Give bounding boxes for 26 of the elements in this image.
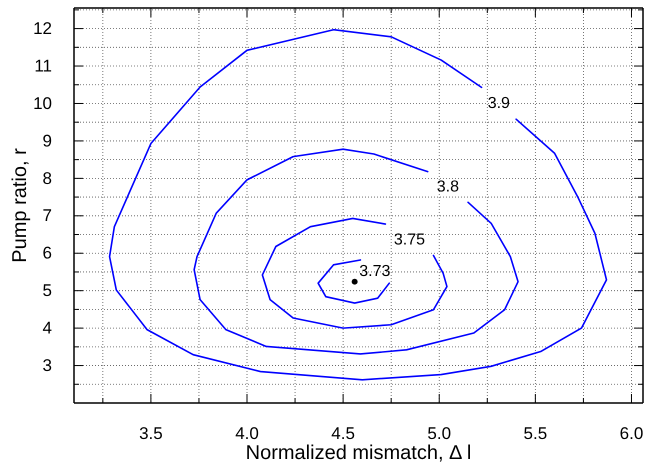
y-tick-label: 3: [42, 356, 52, 375]
series-label: 3.75: [394, 231, 426, 248]
y-tick-label: 10: [33, 94, 52, 113]
x-tick-label: 5.0: [427, 424, 452, 444]
series-label: 3.73: [359, 263, 391, 280]
series-label: 3.8: [436, 178, 460, 196]
y-tick-label: 11: [34, 56, 52, 76]
y-axis-title: Pump ratio, r: [9, 148, 31, 263]
y-tick-label: 8: [42, 168, 52, 188]
y-tick-label: 6: [42, 244, 52, 263]
x-tick-label: 5.5: [524, 424, 548, 444]
x-axis-title: Normalized mismatch, Δ l: [246, 442, 472, 464]
line-series: [262, 218, 448, 329]
x-tick-label: 4.5: [331, 424, 355, 444]
y-tick-label: 12: [33, 19, 52, 38]
x-tick-label: 6.0: [620, 424, 644, 444]
x-tick-label: 4.0: [235, 424, 259, 444]
line-series: [317, 259, 390, 304]
line-series: [193, 148, 519, 355]
line-series: [108, 28, 608, 381]
series-label: 3.9: [488, 94, 510, 112]
y-tick-label: 4: [42, 318, 52, 338]
y-tick-label: 7: [42, 206, 52, 226]
y-tick-label: 5: [42, 281, 52, 300]
x-tick-label: 3.5: [139, 424, 163, 444]
y-tick-label: 9: [42, 131, 52, 150]
